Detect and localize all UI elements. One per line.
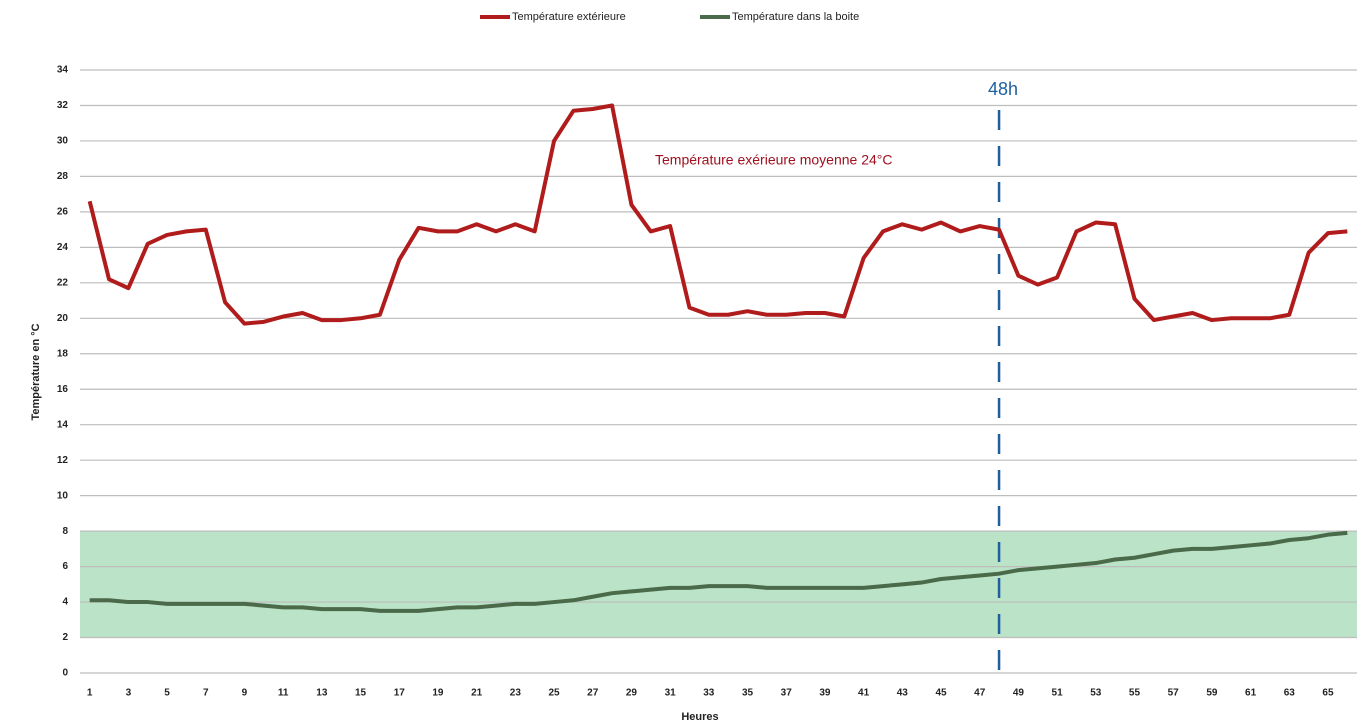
y-tick-label: 14 xyxy=(57,419,69,430)
y-axis-label: Température en °C xyxy=(30,323,42,420)
x-tick-label: 15 xyxy=(355,688,367,699)
x-tick-label: 57 xyxy=(1168,688,1180,699)
x-tick-label: 5 xyxy=(164,688,170,699)
y-tick-label: 12 xyxy=(57,455,69,466)
y-tick-label: 20 xyxy=(57,313,69,324)
x-tick-label: 21 xyxy=(471,688,483,699)
data-line xyxy=(87,103,1348,326)
x-tick-label: 29 xyxy=(626,688,638,699)
data-line xyxy=(89,530,1348,613)
y-tick-label: 30 xyxy=(57,136,69,147)
x-tick-label: 9 xyxy=(242,688,248,699)
x-tick-label: 41 xyxy=(858,688,870,699)
x-tick-label: 31 xyxy=(665,688,677,699)
legend-label: Température extérieure xyxy=(512,11,626,23)
y-tick-label: 16 xyxy=(57,384,69,395)
x-axis-label: Heures xyxy=(681,711,718,723)
x-tick-label: 1 xyxy=(87,688,93,699)
y-tick-label: 28 xyxy=(57,171,69,182)
x-tick-label: 61 xyxy=(1245,688,1257,699)
marker-label: 48h xyxy=(988,79,1018,99)
x-tick-label: 11 xyxy=(278,688,289,699)
y-tick-label: 8 xyxy=(62,526,68,537)
x-tick-label: 43 xyxy=(897,688,909,699)
x-tick-label: 49 xyxy=(1013,688,1025,699)
x-tick-label: 3 xyxy=(126,688,132,699)
y-tick-label: 2 xyxy=(62,632,68,643)
x-tick-label: 17 xyxy=(394,688,406,699)
y-tick-label: 24 xyxy=(57,242,69,253)
y-tick-label: 22 xyxy=(57,277,69,288)
x-tick-label: 27 xyxy=(587,688,599,699)
y-tick-label: 18 xyxy=(57,348,69,359)
x-tick-label: 33 xyxy=(703,688,715,699)
x-tick-label: 23 xyxy=(510,688,522,699)
x-tick-label: 53 xyxy=(1090,688,1102,699)
y-tick-label: 6 xyxy=(62,561,68,572)
x-tick-label: 39 xyxy=(819,688,831,699)
annotation: Température exérieure moyenne 24°C xyxy=(655,152,893,168)
x-tick-label: 13 xyxy=(316,688,328,699)
x-tick-label: 25 xyxy=(548,688,560,699)
y-tick-label: 4 xyxy=(62,597,68,608)
legend-label: Température dans la boite xyxy=(732,11,859,23)
x-tick-label: 47 xyxy=(974,688,986,699)
x-tick-label: 55 xyxy=(1129,688,1141,699)
x-tick-label: 59 xyxy=(1206,688,1218,699)
x-tick-label: 35 xyxy=(742,688,754,699)
y-tick-label: 34 xyxy=(57,65,69,76)
x-tick-label: 63 xyxy=(1284,688,1296,699)
x-tick-label: 7 xyxy=(203,688,209,699)
x-tick-label: 37 xyxy=(781,688,793,699)
x-tick-label: 19 xyxy=(432,688,444,699)
y-tick-label: 32 xyxy=(57,100,69,111)
x-tick-label: 51 xyxy=(1052,688,1064,699)
y-tick-label: 26 xyxy=(57,207,69,218)
y-tick-label: 10 xyxy=(57,490,69,501)
x-tick-label: 45 xyxy=(935,688,947,699)
y-tick-label: 0 xyxy=(62,668,68,679)
x-tick-label: 65 xyxy=(1322,688,1334,699)
